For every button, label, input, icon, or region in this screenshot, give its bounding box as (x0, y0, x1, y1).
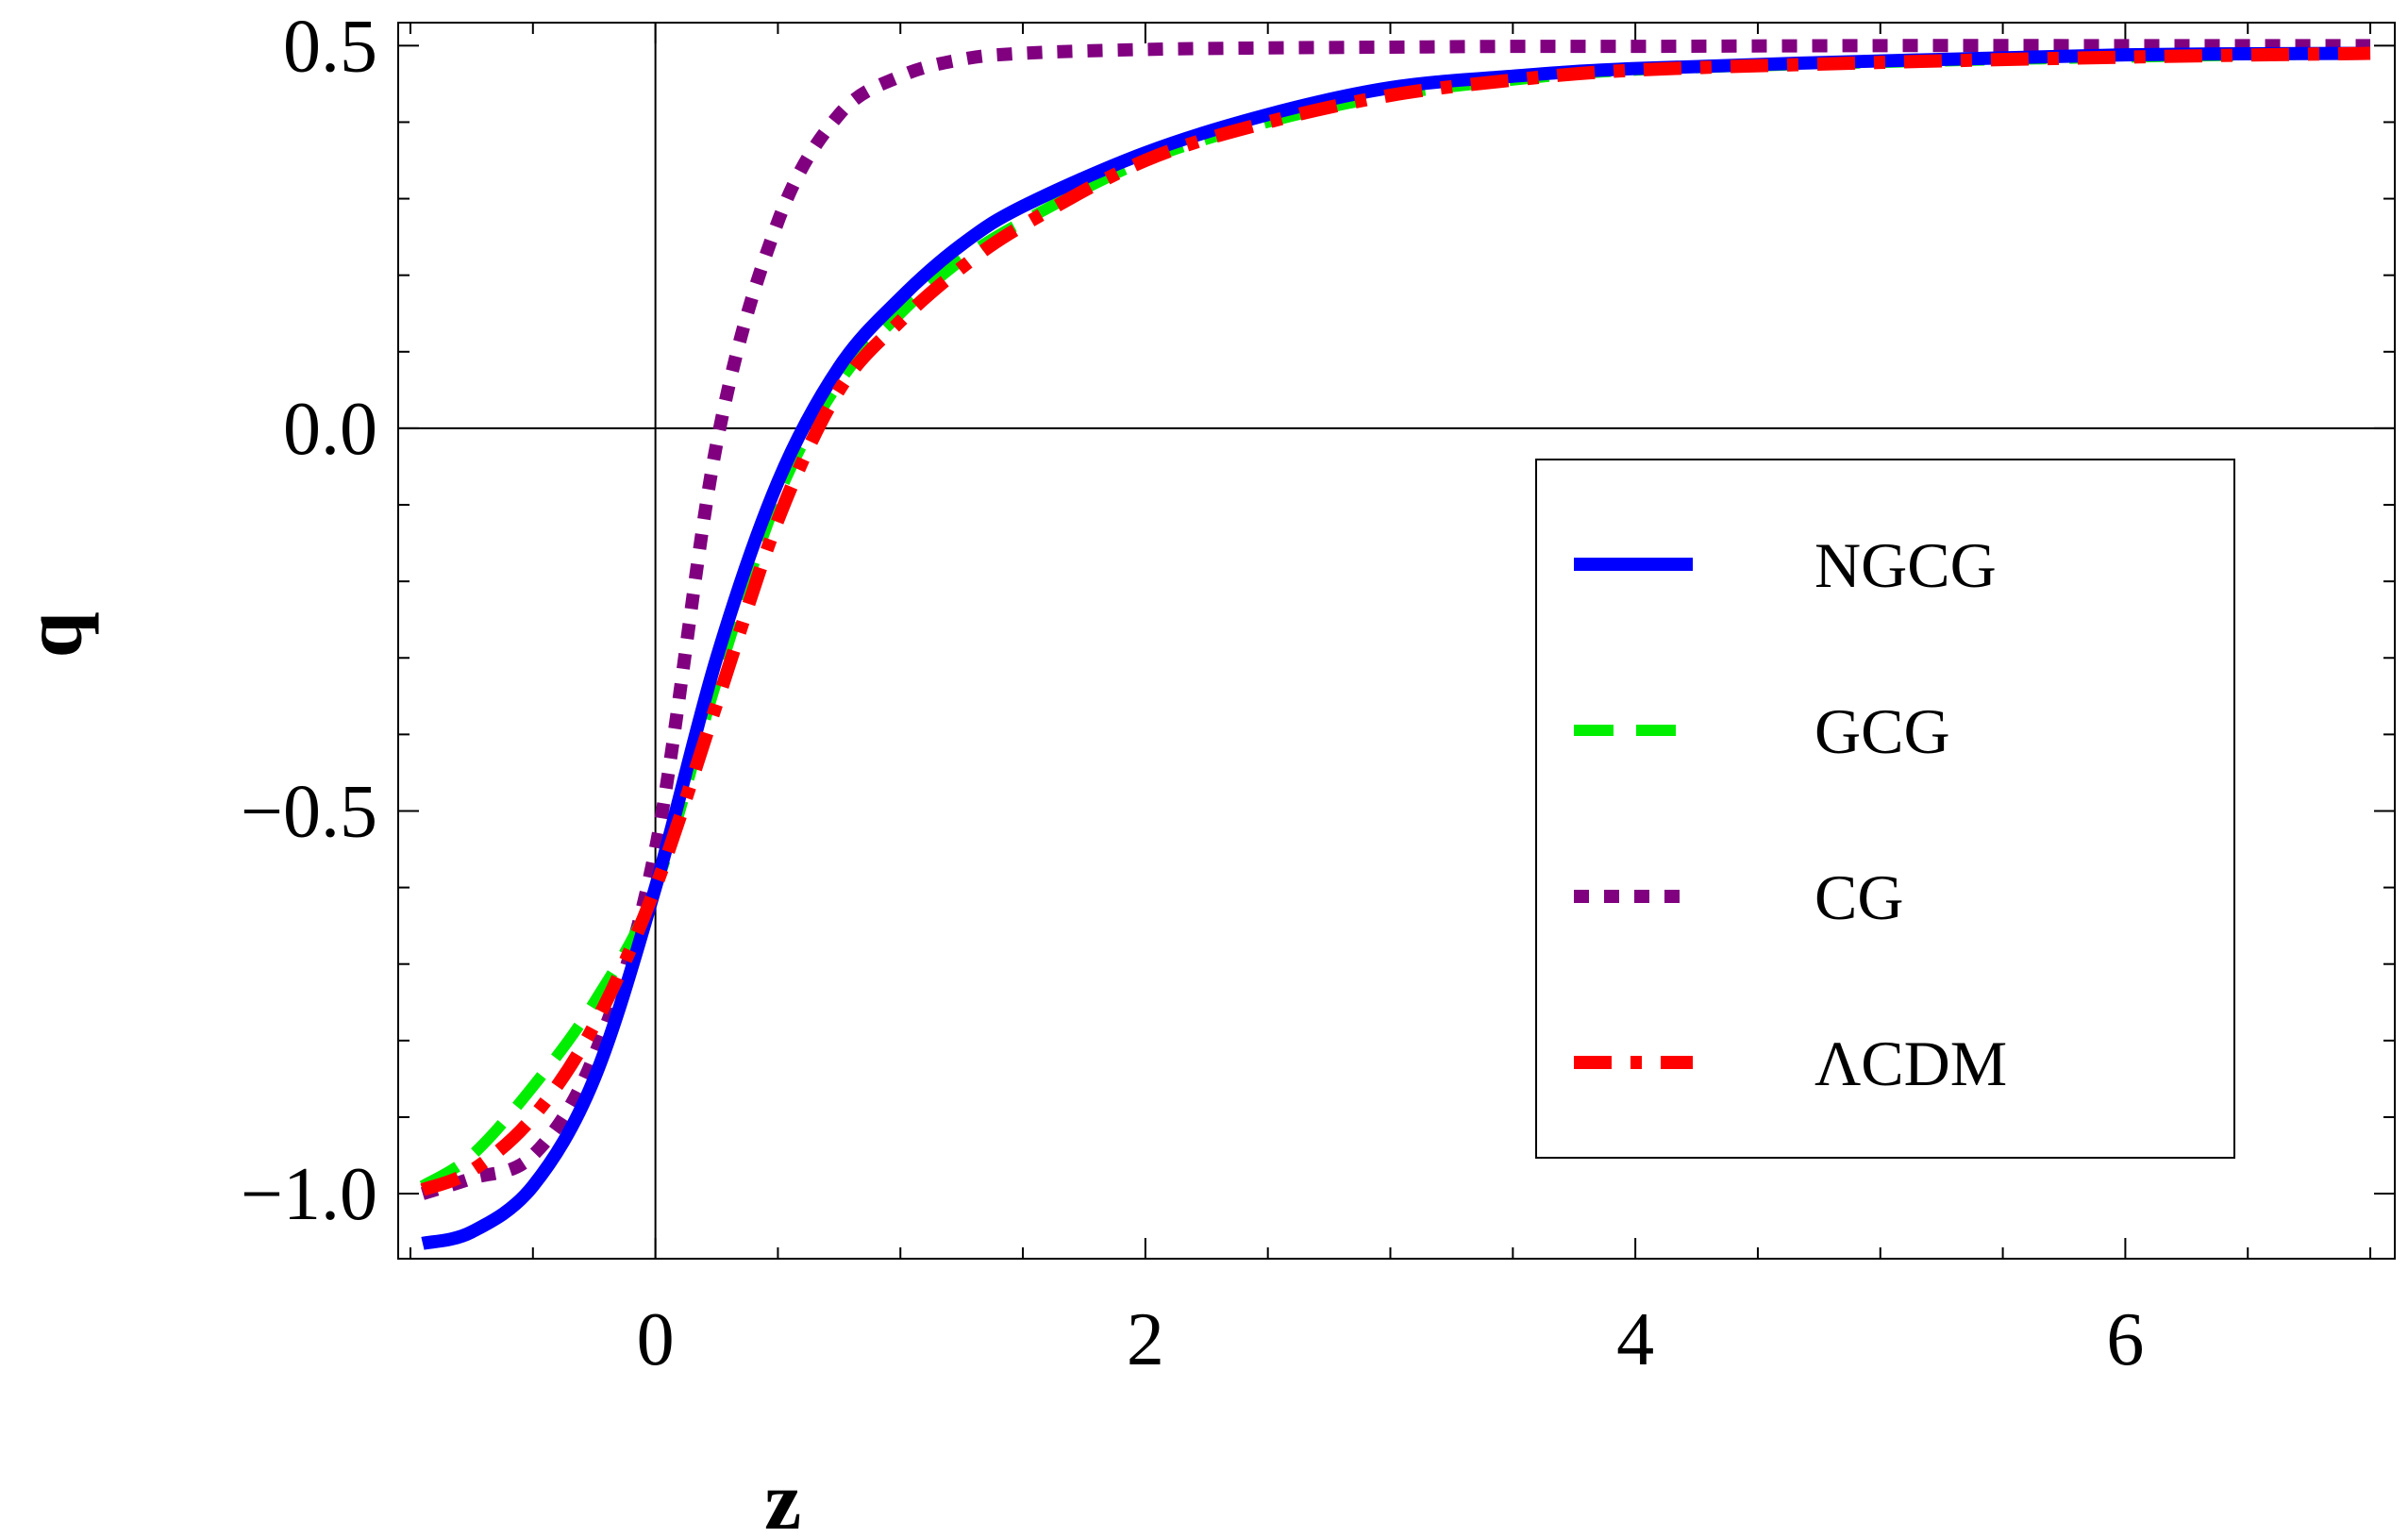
plot-frame (397, 22, 2396, 1260)
legend-box (1535, 459, 2235, 1159)
x-tick-label: 2 (1127, 1298, 1164, 1381)
y-tick-label: 0.5 (283, 5, 377, 88)
x-axis-title: z (764, 1456, 801, 1538)
axis-ticks (398, 23, 2395, 1259)
series-line-cdm (420, 46, 2371, 1196)
legend: NGCG GCG CG ΛCDM (1535, 459, 2235, 1159)
legend-label: ΛCDM (1814, 1028, 2007, 1099)
y-tick-label: −0.5 (241, 770, 377, 853)
tick-labels: 0 2 4 6 −1.0 −0.5 0.0 0.5 (241, 5, 2145, 1381)
legend-label: GCG (1814, 695, 1950, 767)
x-tick-label: 6 (2106, 1298, 2144, 1381)
x-tick-label: 0 (637, 1298, 675, 1381)
y-tick-label: 0.0 (283, 388, 377, 471)
zero-lines (398, 23, 2395, 1259)
legend-label: CG (1814, 861, 1903, 933)
series-line-ngcg (421, 46, 2371, 1250)
y-tick-label: −1.0 (241, 1153, 377, 1236)
legend-label: NGCG (1814, 529, 1997, 601)
x-tick-label: 4 (1616, 1298, 1654, 1381)
y-axis-title: q (8, 611, 100, 658)
series-layer (419, 39, 2371, 1250)
